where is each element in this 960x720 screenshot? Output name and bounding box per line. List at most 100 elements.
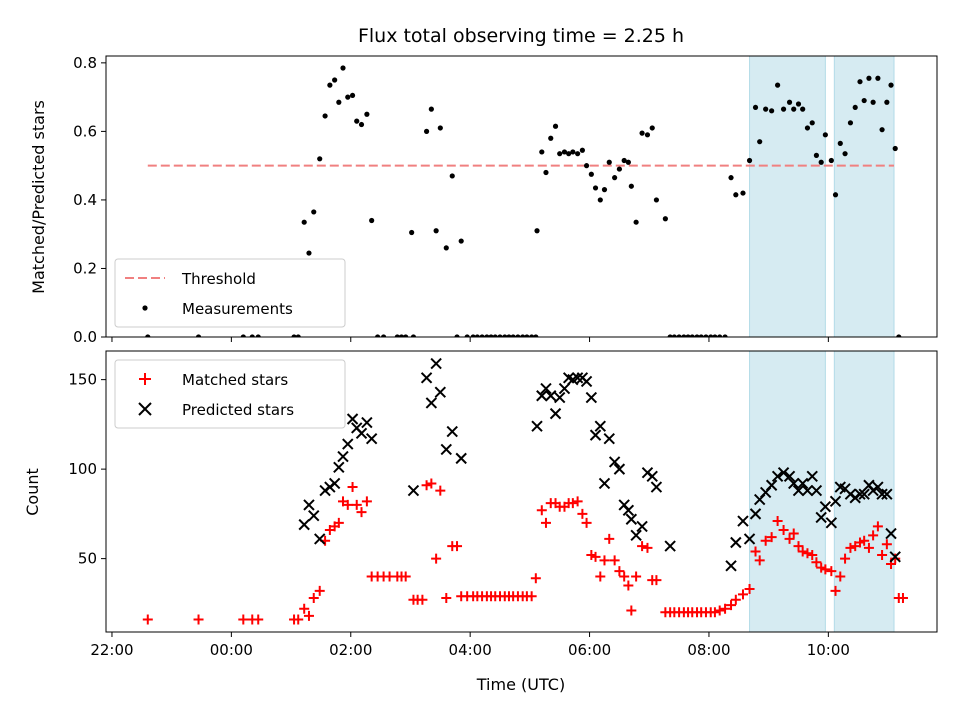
measurement-point bbox=[804, 125, 811, 131]
matched-star-point bbox=[720, 603, 731, 614]
matched-star-point bbox=[897, 592, 908, 603]
matched-star-point bbox=[766, 532, 777, 543]
measurement-point bbox=[543, 169, 549, 176]
measurement-point bbox=[561, 149, 568, 155]
measurement-point bbox=[671, 334, 677, 337]
measurement-point bbox=[354, 118, 360, 124]
measurement-point bbox=[818, 159, 824, 165]
predicted-star-point bbox=[594, 420, 607, 432]
panel-frame bbox=[105, 350, 938, 633]
measurement-point bbox=[837, 140, 843, 146]
y-tick-label: 0.2 bbox=[73, 259, 97, 277]
measurement-point bbox=[534, 228, 540, 234]
measurement-point bbox=[628, 183, 634, 189]
predicted-star-point bbox=[608, 456, 621, 468]
legend-matched-swatch bbox=[139, 373, 151, 385]
predicted-star-point bbox=[630, 529, 642, 542]
measurement-point bbox=[728, 175, 734, 181]
plot-area bbox=[145, 56, 902, 337]
matched-star-point bbox=[772, 516, 783, 527]
matched-star-point bbox=[830, 585, 841, 596]
measurement-point bbox=[255, 334, 261, 337]
matched-star-point bbox=[760, 535, 771, 546]
measurement-point bbox=[676, 334, 682, 337]
matched-star-point bbox=[193, 614, 204, 625]
predicted-star-point bbox=[585, 391, 598, 404]
measurement-point bbox=[322, 113, 328, 119]
measurement-point bbox=[433, 228, 439, 234]
legend-box bbox=[114, 258, 346, 328]
matched-star-point bbox=[730, 594, 741, 605]
predicted-star-point bbox=[636, 520, 648, 533]
measurement-point bbox=[621, 157, 627, 164]
matched-star-point bbox=[626, 605, 637, 616]
predicted-star-point bbox=[346, 413, 359, 425]
legend-measurement-swatch bbox=[142, 305, 148, 311]
matched-star-point bbox=[868, 530, 879, 541]
predicted-star-point bbox=[765, 479, 778, 491]
y-tick-label: 100 bbox=[68, 460, 97, 478]
measurement-point bbox=[533, 334, 539, 337]
matched-star-point bbox=[623, 580, 634, 591]
measurement-point bbox=[667, 334, 673, 337]
matched-star-point bbox=[619, 571, 630, 582]
x-tick-label: 10:00 bbox=[807, 641, 850, 659]
matched-star-point bbox=[845, 542, 856, 553]
measurement-point bbox=[689, 334, 695, 337]
matched-star-point bbox=[807, 550, 818, 561]
measurement-point bbox=[474, 334, 480, 337]
matched-star-point bbox=[431, 553, 442, 564]
predicted-star-point bbox=[337, 450, 349, 463]
measurement-point bbox=[775, 82, 781, 88]
predicted-star-point bbox=[440, 443, 452, 456]
matched-star-point bbox=[651, 575, 662, 586]
matched-star-point bbox=[784, 533, 795, 544]
measurement-point bbox=[752, 104, 759, 111]
measurement-point bbox=[369, 217, 375, 224]
matched-star-point bbox=[840, 553, 851, 564]
predicted-star-point bbox=[355, 427, 368, 440]
measurement-point bbox=[409, 229, 415, 236]
predicted-star-point bbox=[298, 518, 310, 531]
legend-label: Predicted stars bbox=[182, 401, 294, 419]
matched-star-point bbox=[526, 591, 537, 602]
measurement-point bbox=[861, 97, 867, 104]
bottom-panel: 50 100 150 22:00 00:00 02:00 04:00 06:00 08:00 10… bbox=[68, 350, 938, 659]
predicted-star-point bbox=[725, 560, 737, 572]
matched-star-point bbox=[754, 555, 765, 566]
y-tick-label: 50 bbox=[78, 550, 97, 568]
predicted-star-point bbox=[730, 536, 742, 549]
top-y-axis-label: Matched/Predicted stars bbox=[29, 100, 48, 294]
measurement-point bbox=[497, 334, 503, 337]
measurement-point bbox=[566, 151, 572, 157]
matched-star-point bbox=[590, 551, 601, 562]
matched-star-point bbox=[811, 557, 822, 568]
legend-predicted-swatch bbox=[138, 402, 152, 416]
predicted-star-point bbox=[549, 407, 562, 420]
predicted-star-point bbox=[342, 438, 354, 450]
measurement-point bbox=[398, 334, 405, 337]
predicted-star-point bbox=[365, 432, 378, 445]
measurement-point bbox=[375, 334, 381, 337]
measurement-point bbox=[763, 106, 769, 112]
measurement-point bbox=[449, 173, 455, 179]
measurement-point bbox=[633, 219, 639, 225]
measurement-point bbox=[548, 135, 554, 141]
matched-star-point bbox=[441, 592, 452, 603]
measurement-point bbox=[557, 151, 563, 157]
measurement-point bbox=[454, 334, 460, 337]
measurement-point bbox=[301, 219, 307, 225]
matched-star-point bbox=[793, 541, 804, 552]
predicted-star-point bbox=[303, 499, 315, 511]
measurement-point bbox=[870, 99, 876, 105]
predicted-star-point bbox=[545, 390, 557, 402]
predicted-star-point bbox=[792, 484, 805, 497]
measurement-point bbox=[249, 334, 255, 337]
matched-star-point bbox=[577, 508, 588, 519]
measurement-point bbox=[529, 334, 535, 337]
predicted-star-point bbox=[646, 470, 658, 482]
predicted-star-point bbox=[889, 551, 901, 563]
predicted-star-point bbox=[407, 484, 420, 497]
matched-star-point bbox=[744, 584, 755, 595]
measurement-point bbox=[625, 159, 631, 165]
